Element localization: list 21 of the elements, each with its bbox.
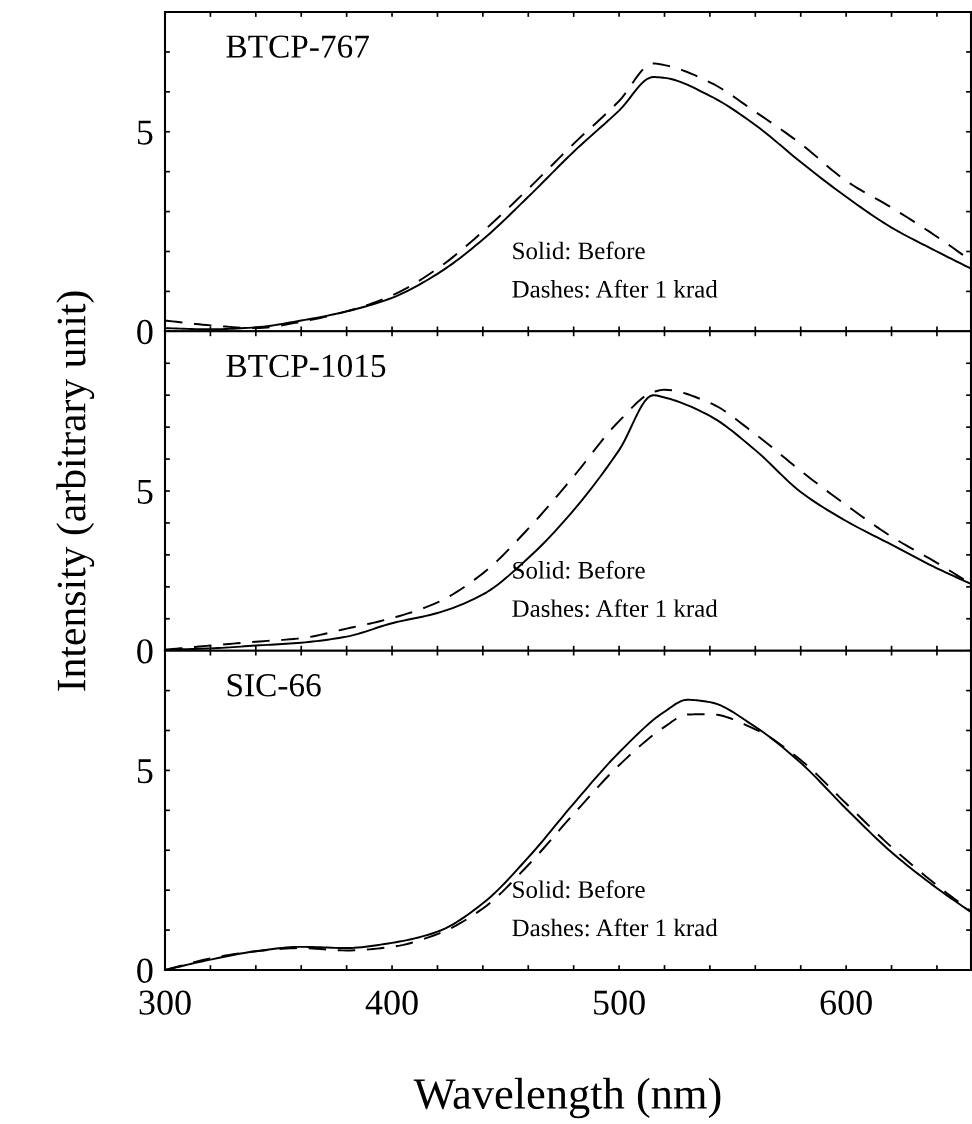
x-tick-label: 400 [365,990,418,1015]
y-tick-label: 0 [137,319,153,345]
y-tick-label: 0 [137,958,153,983]
annotation: Dashes: After 1 krad [512,279,718,298]
annotation: Dashes: After 1 krad [512,599,718,618]
text: SIC-66 [227,674,321,697]
x-axis-title: Wavelength (nm) [413,1077,721,1119]
y-tick-label: 5 [137,759,153,784]
y-tick-label: 0 [137,639,153,664]
annotation: Solid: Before [513,560,645,579]
y-axis-title: Intensity (arbitrary unit) [56,291,95,691]
text: BTCP-1015 [226,354,386,378]
annotation: Dashes: After 1 krad [512,918,718,937]
y-tick-label: 5 [137,120,153,145]
x-tick-label: 300 [139,990,191,1015]
x-tick-label: 500 [594,990,645,1015]
x-tick-label: 600 [820,990,872,1015]
y-tick-label: 5 [137,479,153,504]
text: BTCP-767 [226,35,369,58]
annotation: Solid: Before [513,880,645,899]
annotation: Solid: Before [513,241,645,260]
